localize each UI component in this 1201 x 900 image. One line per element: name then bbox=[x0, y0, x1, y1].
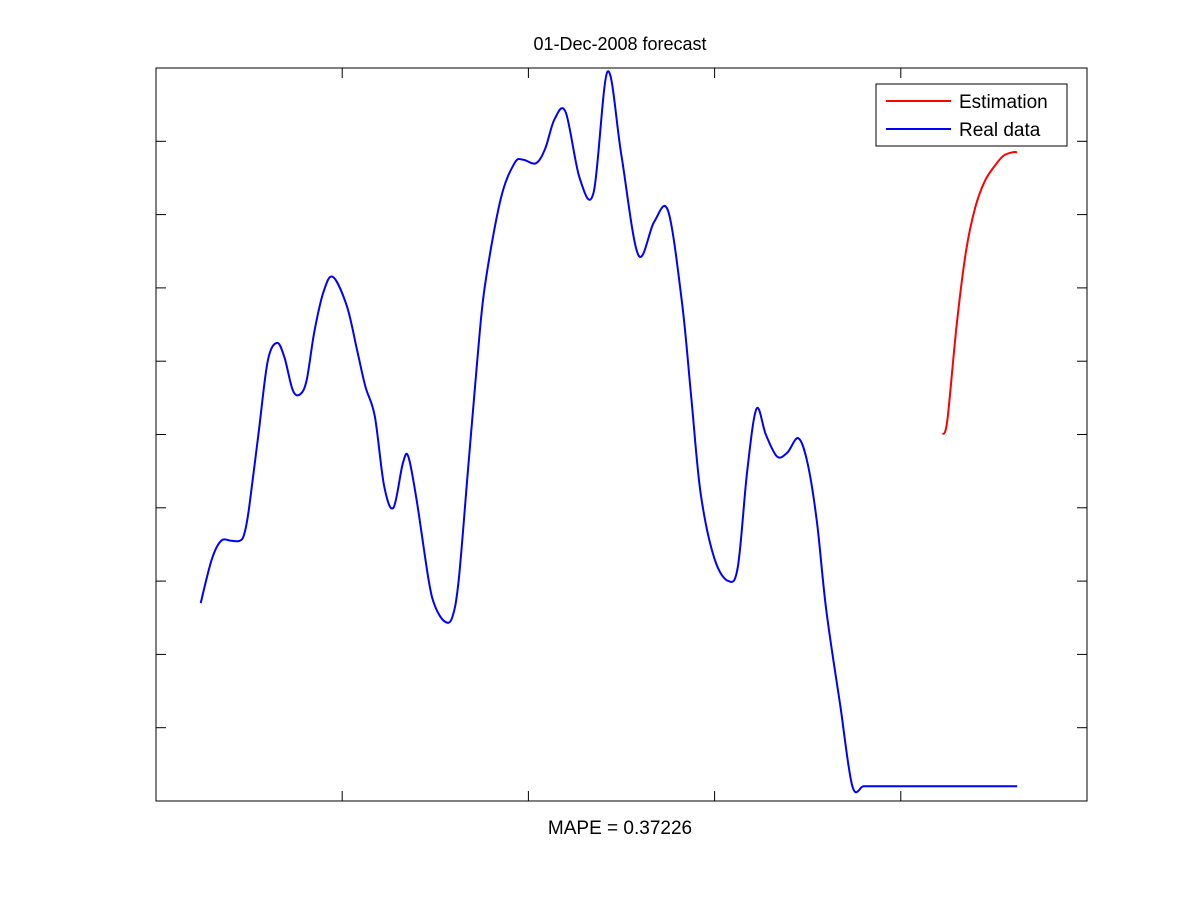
legend: Estimation Real data bbox=[875, 83, 1068, 147]
chart-title: 01-Dec-2008 forecast bbox=[533, 34, 706, 54]
series-line-real-data bbox=[199, 70, 1018, 794]
series-lines bbox=[199, 70, 1018, 794]
legend-label-real-data: Real data bbox=[959, 120, 1041, 141]
axis-ticks bbox=[156, 68, 1087, 801]
series-line-estimation bbox=[941, 151, 1018, 436]
legend-box bbox=[875, 83, 1068, 147]
plot-area bbox=[155, 67, 1088, 802]
x-axis-label: MAPE = 0.37226 bbox=[548, 818, 692, 839]
legend-label-estimation: Estimation bbox=[959, 92, 1048, 113]
